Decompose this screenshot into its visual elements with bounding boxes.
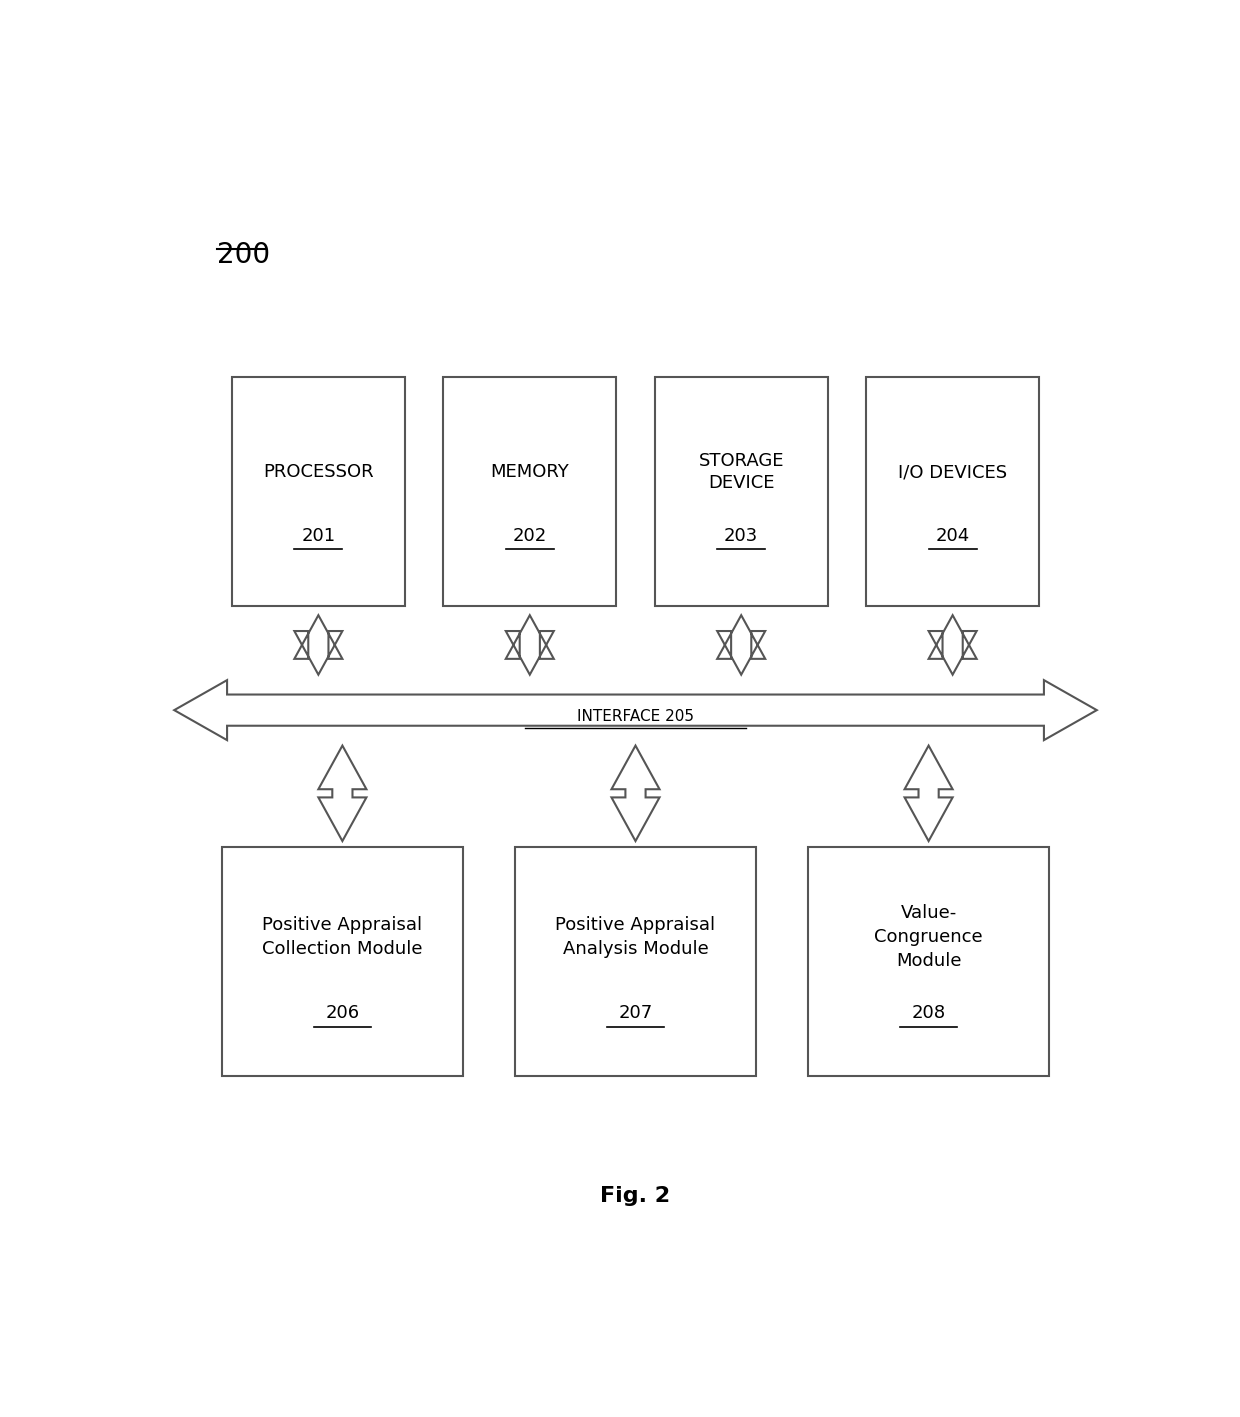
Polygon shape — [294, 615, 342, 674]
FancyBboxPatch shape — [866, 377, 1039, 606]
Text: INTERFACE 205: INTERFACE 205 — [577, 708, 694, 724]
Text: 204: 204 — [935, 527, 970, 544]
Text: Positive Appraisal
Collection Module: Positive Appraisal Collection Module — [262, 917, 423, 958]
Text: 202: 202 — [512, 527, 547, 544]
Polygon shape — [611, 745, 660, 842]
Polygon shape — [905, 745, 952, 842]
Text: 206: 206 — [325, 1005, 360, 1023]
FancyBboxPatch shape — [655, 377, 828, 606]
Text: STORAGE
DEVICE: STORAGE DEVICE — [698, 452, 784, 492]
Polygon shape — [506, 615, 554, 674]
Text: 208: 208 — [911, 1005, 946, 1023]
Text: 201: 201 — [301, 527, 336, 544]
FancyBboxPatch shape — [516, 846, 755, 1076]
FancyBboxPatch shape — [222, 846, 463, 1076]
Polygon shape — [717, 615, 765, 674]
Text: PROCESSOR: PROCESSOR — [263, 463, 373, 482]
FancyBboxPatch shape — [444, 377, 616, 606]
Polygon shape — [174, 680, 1096, 740]
Text: Positive Appraisal
Analysis Module: Positive Appraisal Analysis Module — [556, 917, 715, 958]
Text: 207: 207 — [619, 1005, 652, 1023]
Text: Fig. 2: Fig. 2 — [600, 1186, 671, 1206]
FancyBboxPatch shape — [232, 377, 404, 606]
Text: MEMORY: MEMORY — [490, 463, 569, 482]
Text: I/O DEVICES: I/O DEVICES — [898, 463, 1007, 482]
FancyBboxPatch shape — [808, 846, 1049, 1076]
Polygon shape — [319, 745, 367, 842]
Text: 203: 203 — [724, 527, 759, 544]
Text: Value-
Congruence
Module: Value- Congruence Module — [874, 904, 983, 969]
Polygon shape — [929, 615, 977, 674]
Text: 200: 200 — [217, 241, 270, 269]
